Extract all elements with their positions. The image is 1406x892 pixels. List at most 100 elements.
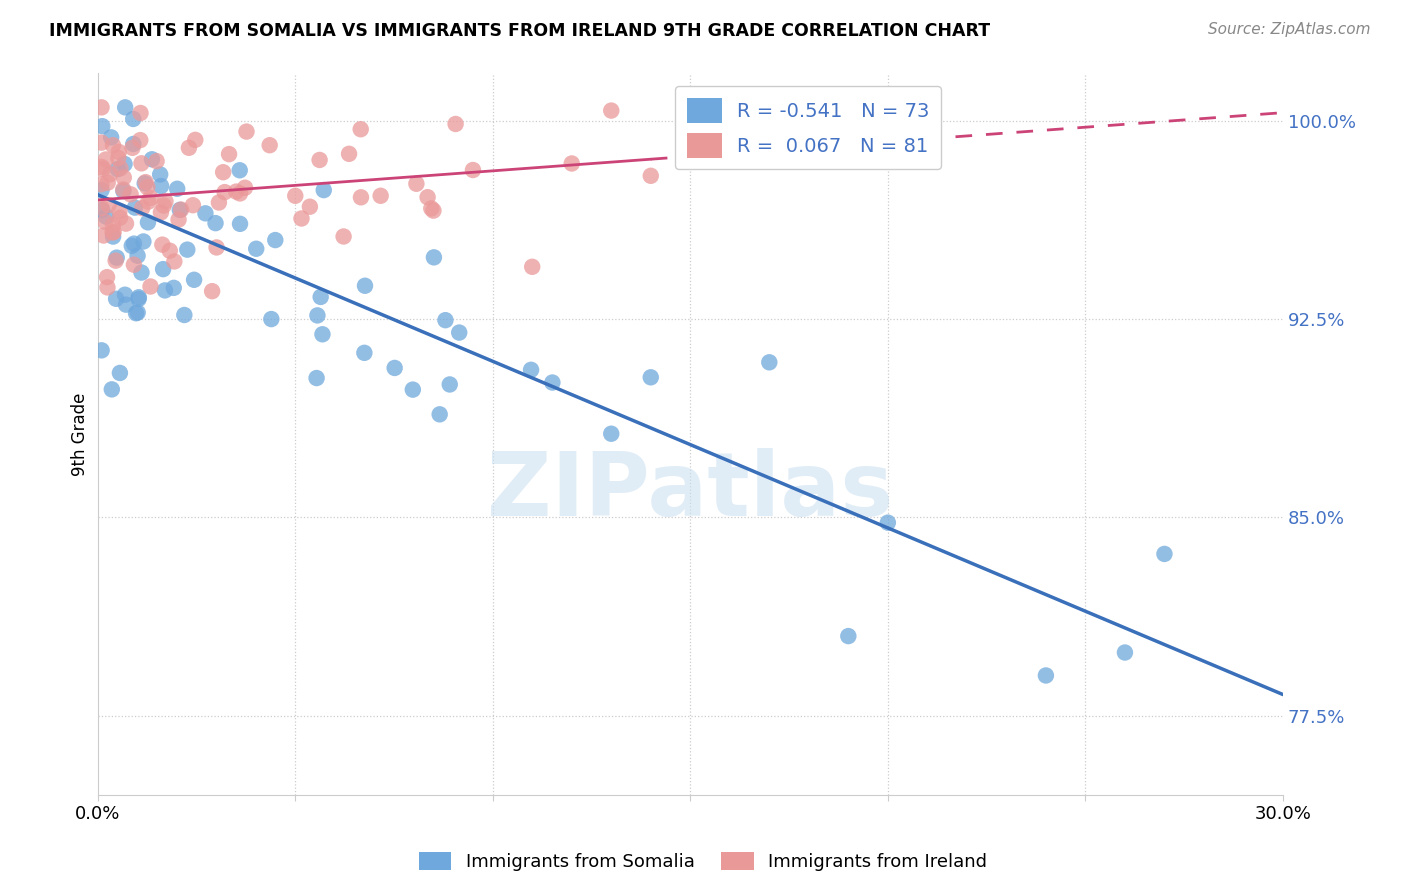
- Point: [127, 305, 149, 319]
- Point: [370, 188, 392, 202]
- Point: [101, 383, 124, 397]
- Y-axis label: 9th Grade: 9th Grade: [72, 392, 89, 475]
- Point: [91, 202, 114, 217]
- Point: [194, 206, 217, 220]
- Point: [90, 201, 112, 215]
- Point: [131, 201, 153, 215]
- Point: [108, 366, 131, 380]
- Point: [309, 290, 332, 304]
- Point: [97, 198, 120, 212]
- Point: [100, 130, 122, 145]
- Point: [91, 119, 114, 133]
- Point: [153, 284, 176, 298]
- Point: [90, 177, 112, 191]
- Point: [149, 205, 172, 219]
- Point: [136, 215, 159, 229]
- Point: [136, 180, 159, 194]
- Point: [173, 308, 195, 322]
- Point: [145, 154, 167, 169]
- Point: [350, 122, 373, 136]
- Point: [121, 141, 143, 155]
- Point: [122, 258, 145, 272]
- Point: [284, 189, 307, 203]
- Point: [170, 202, 193, 217]
- Point: [150, 237, 173, 252]
- Point: [208, 195, 231, 210]
- Point: [233, 180, 256, 194]
- Point: [422, 203, 444, 218]
- Point: [94, 153, 117, 167]
- Point: [600, 426, 623, 441]
- Point: [184, 133, 207, 147]
- Point: [120, 187, 142, 202]
- Point: [229, 217, 252, 231]
- Point: [212, 165, 235, 179]
- Point: [108, 211, 131, 225]
- Point: [332, 229, 354, 244]
- Point: [181, 198, 204, 212]
- Point: [640, 169, 662, 183]
- Point: [298, 200, 321, 214]
- Point: [107, 161, 129, 176]
- Point: [214, 185, 236, 199]
- Point: [150, 179, 173, 194]
- Point: [131, 156, 153, 170]
- Point: [434, 313, 457, 327]
- Point: [305, 371, 328, 385]
- Point: [259, 138, 281, 153]
- Point: [837, 629, 859, 643]
- Point: [122, 236, 145, 251]
- Point: [758, 355, 780, 369]
- Point: [522, 260, 544, 274]
- Point: [402, 383, 425, 397]
- Point: [112, 184, 135, 198]
- Point: [152, 262, 174, 277]
- Point: [350, 190, 373, 204]
- Point: [354, 278, 377, 293]
- Point: [423, 251, 446, 265]
- Point: [115, 298, 138, 312]
- Point: [353, 346, 375, 360]
- Point: [149, 168, 172, 182]
- Point: [129, 106, 152, 120]
- Point: [114, 157, 136, 171]
- Point: [405, 177, 427, 191]
- Point: [93, 228, 115, 243]
- Point: [429, 408, 451, 422]
- Point: [218, 147, 240, 161]
- Point: [166, 182, 188, 196]
- Point: [311, 327, 333, 342]
- Point: [103, 225, 125, 239]
- Point: [112, 182, 135, 196]
- Point: [128, 290, 150, 304]
- Point: [101, 138, 124, 153]
- Point: [337, 146, 360, 161]
- Point: [125, 306, 148, 320]
- Point: [107, 151, 129, 165]
- Point: [177, 141, 200, 155]
- Point: [600, 103, 623, 118]
- Point: [229, 186, 252, 201]
- Point: [96, 270, 118, 285]
- Point: [122, 112, 145, 126]
- Point: [136, 194, 159, 209]
- Point: [159, 244, 181, 258]
- Point: [90, 183, 112, 197]
- Point: [449, 326, 471, 340]
- Point: [121, 239, 143, 253]
- Point: [1035, 668, 1057, 682]
- Point: [245, 242, 267, 256]
- Point: [129, 133, 152, 147]
- Point: [135, 175, 157, 189]
- Text: ZIPatlas: ZIPatlas: [486, 449, 893, 535]
- Point: [461, 163, 484, 178]
- Point: [235, 125, 257, 139]
- Point: [90, 100, 112, 114]
- Point: [420, 202, 443, 216]
- Point: [90, 136, 112, 150]
- Point: [127, 249, 149, 263]
- Point: [91, 161, 114, 176]
- Point: [97, 176, 120, 190]
- Point: [114, 287, 136, 301]
- Point: [96, 280, 118, 294]
